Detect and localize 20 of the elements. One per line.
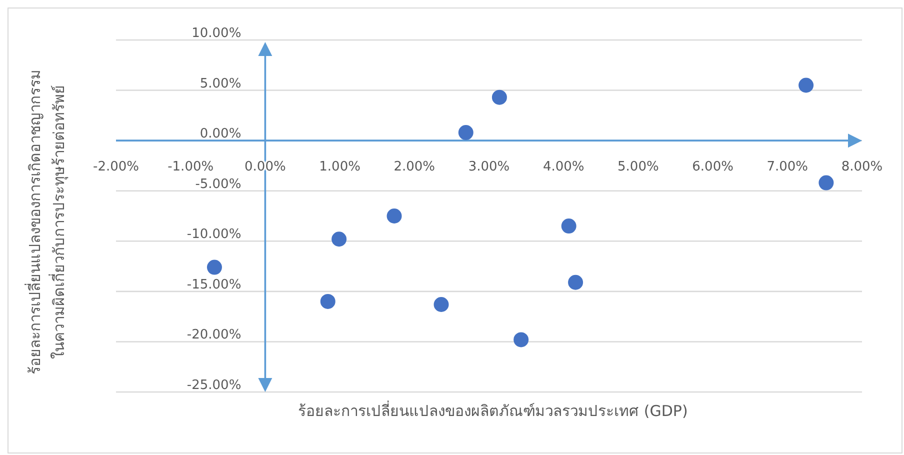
y-tick-label: -10.00%	[186, 227, 242, 242]
y-tick-label: -20.00%	[186, 328, 242, 343]
x-tick-label: -2.00%	[93, 160, 139, 175]
x-tick-label: 3.00%	[468, 160, 510, 175]
y-tick-label: -25.00%	[186, 378, 242, 393]
y-tick-label: 10.00%	[192, 26, 242, 41]
x-tick-label: 6.00%	[692, 160, 734, 175]
x-tick-label: 5.00%	[618, 160, 659, 175]
y-tick-label: -15.00%	[186, 277, 242, 292]
x-tick-label: 1.00%	[319, 160, 360, 175]
x-tick-label: 4.00%	[542, 160, 584, 175]
y-tick-label: -5.00%	[195, 176, 242, 192]
x-tick-label: 7.00%	[766, 160, 808, 175]
y-axis-title: ร้อยละการเปลี่ยนแปลงของการเกิดอาชญากรรม ในความผิดเกี่ยวกับการประทุษร้ายต่อทรัพย์	[24, 70, 69, 374]
y-tick-label: 0.00%	[200, 126, 242, 142]
x-tick-label: -1.00%	[168, 160, 214, 175]
y-tick-label: 5.00%	[200, 76, 242, 92]
x-tick-label: 8.00%	[841, 160, 883, 175]
x-tick-label: 2.00%	[394, 160, 436, 175]
x-axis-title: ร้อยละการเปลี่ยนแปลงของผลิตภัณฑ์มวลรวมประเทศ (GDP)	[298, 400, 688, 420]
